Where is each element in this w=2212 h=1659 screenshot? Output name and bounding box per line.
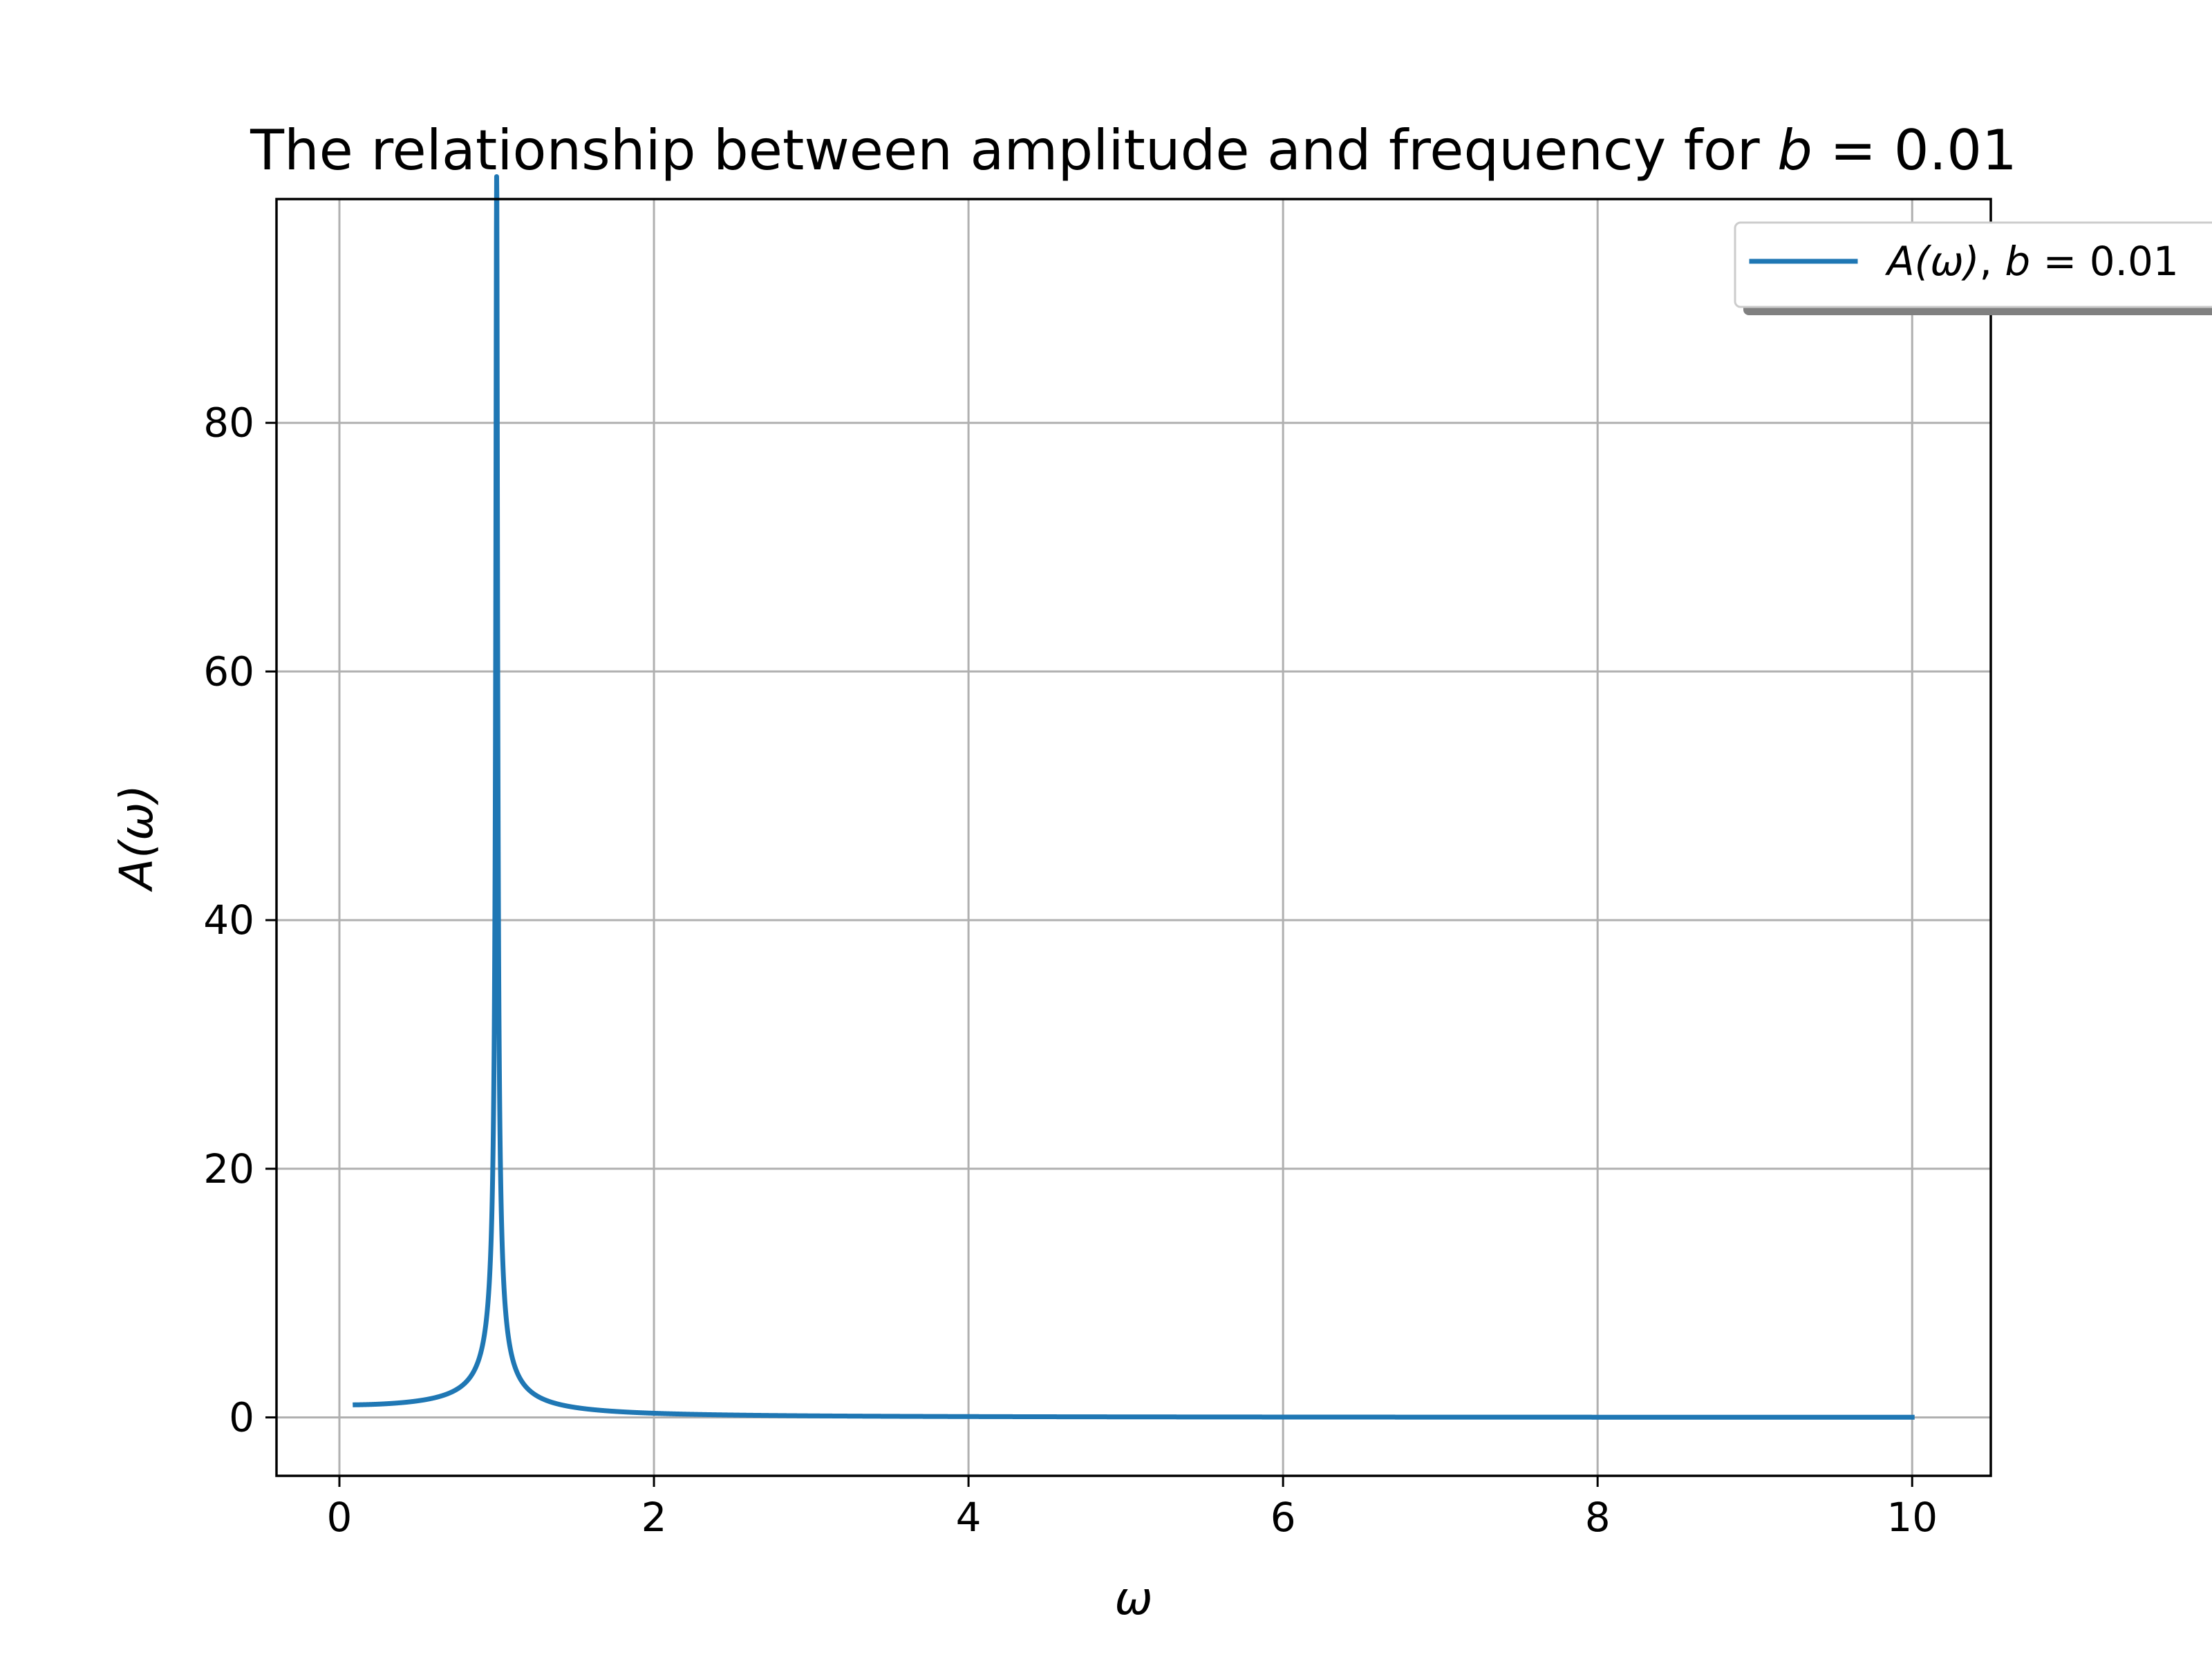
series-layer bbox=[353, 174, 1915, 1420]
x-tick-label: 8 bbox=[1585, 1494, 1611, 1541]
x-tick-label: 10 bbox=[1886, 1494, 1938, 1541]
legend: A(ω), b = 0.01 bbox=[1734, 221, 2212, 315]
x-axis-ticks: 0 2 4 6 8 10 bbox=[327, 1476, 1938, 1541]
chart-title-text: The relationship between amplitude and f… bbox=[250, 118, 1777, 182]
legend-label-param: b bbox=[2005, 238, 2030, 285]
chart-title-value: = 0.01 bbox=[1812, 118, 2017, 182]
chart-title: The relationship between amplitude and f… bbox=[250, 118, 2017, 182]
axes-frame bbox=[275, 198, 1992, 1477]
x-tick-label: 0 bbox=[327, 1494, 353, 1541]
y-axis-ticks: 0 20 40 60 80 bbox=[203, 400, 276, 1441]
x-tick-label: 2 bbox=[641, 1494, 667, 1541]
y-tick-label: 40 bbox=[203, 897, 254, 944]
legend-label-separator: , bbox=[1980, 238, 2005, 285]
plot-area bbox=[276, 199, 1991, 1476]
y-tick-label: 60 bbox=[203, 648, 254, 695]
grid-lines bbox=[276, 199, 1991, 1476]
legend-label-function: A(ω) bbox=[1884, 238, 1980, 285]
x-axis-label: ω bbox=[1114, 1572, 1152, 1625]
y-tick-label: 20 bbox=[203, 1145, 254, 1192]
x-tick-label: 6 bbox=[1271, 1494, 1296, 1541]
chart-title-variable: b bbox=[1777, 118, 1812, 182]
legend-box bbox=[1734, 221, 2212, 308]
y-axis-label: A(ω) bbox=[110, 785, 163, 892]
y-tick-label: 80 bbox=[203, 400, 254, 447]
legend-label-value: = 0.01 bbox=[2030, 238, 2179, 285]
series-line bbox=[353, 174, 1915, 1420]
legend-label: A(ω), b = 0.01 bbox=[1884, 238, 2179, 285]
y-tick-label: 0 bbox=[229, 1394, 254, 1441]
x-tick-label: 4 bbox=[956, 1494, 982, 1541]
